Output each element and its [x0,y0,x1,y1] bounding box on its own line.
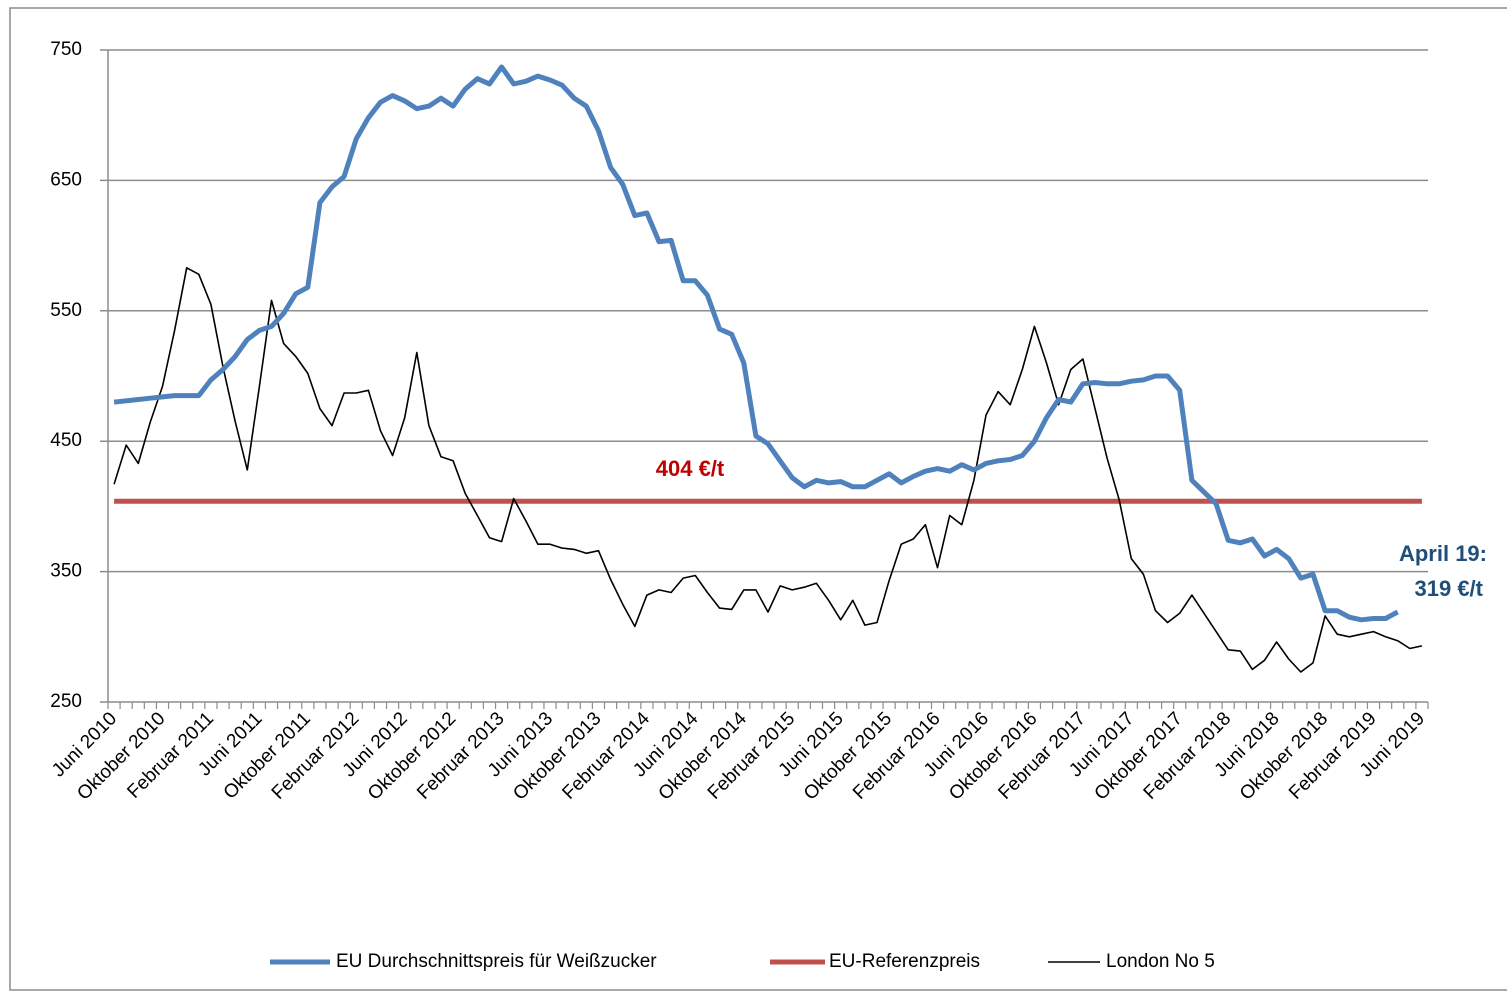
legend-label: EU Durchschnittspreis für Weißzucker [336,951,657,972]
y-tick-label: 450 [50,430,82,451]
y-tick-label: 650 [50,169,82,190]
y-tick-label: 750 [50,39,82,60]
y-tick-label: 550 [50,300,82,321]
y-tick-label: 250 [50,691,82,712]
y-tick-label: 350 [50,561,82,582]
annotation: April 19: [1399,541,1487,566]
series-line [113,64,1399,623]
legend-label: London No 5 [1106,951,1215,972]
series-line [113,267,1423,673]
annotation: 319 €/t [1415,576,1484,601]
annotation: 404 €/t [656,456,725,481]
legend-label: EU-Referenzpreis [829,951,980,972]
